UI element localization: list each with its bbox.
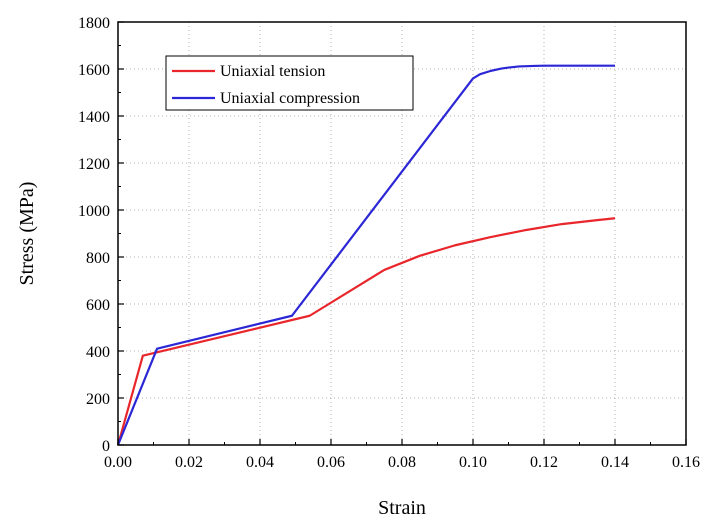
y-axis-title: Stress (MPa) [16,182,38,286]
legend: Uniaxial tension Uniaxial compression [165,55,414,111]
y-tick-label: 1200 [78,156,110,173]
series-line-compression [116,64,615,446]
y-tick-label: 400 [86,344,110,361]
x-tick-label: 0.04 [246,454,274,471]
x-tick-label: 0.08 [388,454,416,471]
axis-ticks: 0.00 0.02 0.04 0.06 0.08 0.10 0.12 0.14 0.16 0 200… [78,15,700,471]
y-tick-label: 1400 [78,109,110,126]
legend-label: Uniaxial compression [220,90,360,107]
x-axis-title: Strain [378,497,426,519]
y-tick-label: 0 [102,438,110,455]
legend-label: Uniaxial tension [220,63,325,80]
x-tick-label: 0.10 [459,454,487,471]
series-line-tension [116,217,616,446]
y-tick-label: 1800 [78,15,110,32]
y-tick-label: 200 [86,391,110,408]
x-tick-label: 0.12 [530,454,558,471]
y-tick-label: 800 [86,250,110,267]
x-tick-label: 0.06 [317,454,345,471]
x-tick-label: 0.00 [104,454,132,471]
x-tick-label: 0.16 [672,454,700,471]
legend-box [165,55,414,111]
series-lines [116,64,616,446]
x-tick-label: 0.02 [175,454,203,471]
y-tick-label: 600 [86,297,110,314]
y-tick-label: 1000 [78,203,110,220]
grid-lines [118,22,686,445]
x-tick-label: 0.14 [601,454,629,471]
y-tick-label: 1600 [78,62,110,79]
